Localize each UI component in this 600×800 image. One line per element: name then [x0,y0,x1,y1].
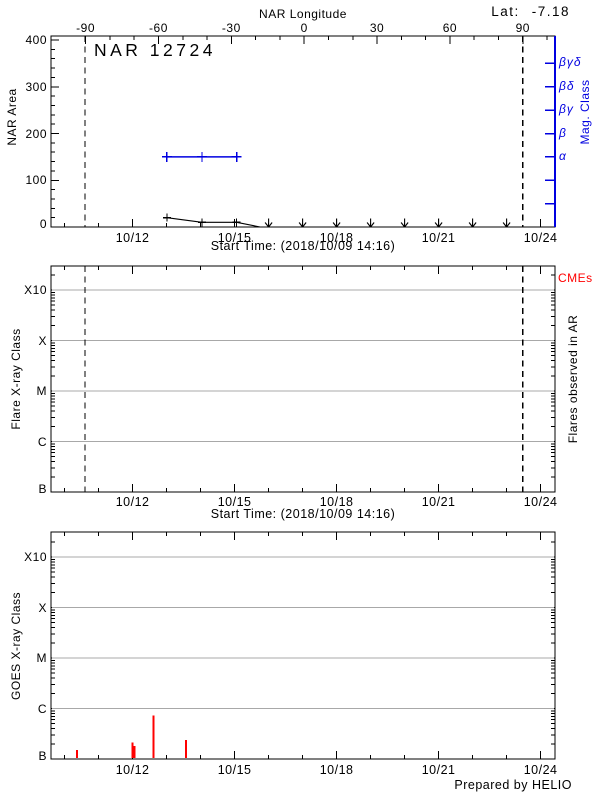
x-tick-label: 10/12 [115,763,150,777]
longitude-tick-label: -90 [76,21,96,35]
zero-arrow [336,222,341,228]
zero-arrow [400,222,406,228]
y-class-label: X10 [24,550,47,564]
x-tick-label: 10/21 [421,763,456,777]
y-class-label: X10 [24,283,47,297]
latitude-readout: Lat: -7.18 [491,4,570,19]
zero-arrow [434,222,440,228]
y-class-label: M [36,384,47,398]
x-tick-label: 10/18 [319,230,354,245]
x-tick-label: 10/15 [217,763,252,777]
x-tick-label: 10/18 [319,763,354,777]
mag-class-tick-label: βδ [559,78,575,93]
x-tick-label: 10/21 [421,230,456,245]
longitude-tick-label: 90 [515,21,530,35]
zero-arrow [438,222,443,228]
panel1-frame [50,35,556,228]
area-series-line [166,217,261,228]
panel2-frame [50,265,556,493]
zero-arrow [264,222,270,228]
x-tick-label: 10/24 [523,763,558,777]
panel3-frame [50,531,556,760]
area-tick-label: 0 [39,217,47,231]
zero-arrow [404,222,409,228]
mag-class-axis-label: Mag. Class [578,79,592,145]
y-class-label: B [38,749,47,763]
y-class-label: M [36,651,47,665]
area-tick-label: 200 [25,126,47,141]
zero-arrow [502,222,508,228]
longitude-tick-label: -60 [149,21,168,35]
flares-observed-label: Flares observed in AR [566,314,580,444]
area-tick-label: 100 [25,173,47,188]
active-region-title: NAR 12724 [94,40,216,60]
credit-label: Prepared by HELIO [454,778,572,792]
y-class-label: C [37,434,47,449]
mag-class-tick-label: βγ [559,102,574,117]
longitude-tick-label: 0 [300,21,308,35]
longitude-axis-title: NAR Longitude [259,7,347,21]
x-tick-label: 10/18 [319,495,354,509]
x-tick-label: 10/12 [115,495,150,509]
longitude-tick-label: 30 [369,21,385,35]
x-tick-label: 10/15 [217,495,252,509]
zero-arrow [506,222,511,228]
y-class-label: C [37,701,47,716]
x-tick-label: 10/15 [217,230,252,245]
latitude-value: -7.18 [531,4,570,19]
y-class-label: B [38,482,47,496]
zero-arrow [370,222,375,228]
area-tick-label: 400 [25,33,47,47]
longitude-tick-label: -30 [221,21,241,35]
zero-arrow [298,222,304,228]
cmes-label: CMEs [558,271,593,285]
panel2-x-axis-label: Start Time: (2018/10/09 14:16) [210,507,396,521]
mag-class-tick-label: β [559,125,567,140]
mag-class-tick-label: βγδ [559,55,582,70]
x-tick-label: 10/21 [421,495,456,509]
area-tick-label: 300 [25,79,47,94]
x-tick-label: 10/24 [523,495,558,509]
zero-arrow [302,222,307,228]
zero-arrow [268,222,273,228]
zero-arrow [472,222,477,228]
zero-arrow [366,222,372,228]
x-tick-label: 10/12 [115,230,150,245]
x-tick-label: 10/24 [523,230,558,245]
panel1-x-axis-label: Start Time: (2018/10/09 14:16) [210,239,396,253]
latitude-label: Lat: [491,4,520,19]
zero-arrow [332,222,338,228]
y-class-label: X [38,600,47,615]
longitude-tick-label: 60 [442,21,458,35]
mag-class-tick-label: α [559,148,567,163]
zero-arrow [468,222,474,228]
y-class-label: X [38,333,47,348]
